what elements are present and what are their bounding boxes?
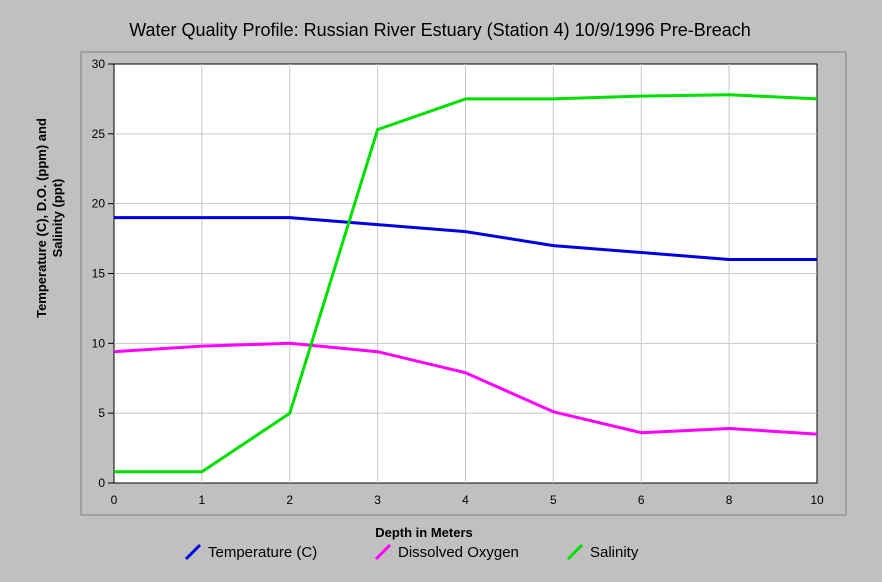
x-axis-title: Depth in Meters: [375, 525, 473, 540]
y-tick-label: 5: [98, 406, 105, 420]
y-axis-title-line1: Temperature (C), D.O. (ppm) and: [34, 118, 49, 318]
x-tick-label: 3: [374, 493, 381, 507]
y-tick-label: 10: [92, 336, 106, 350]
x-tick-label: 1: [199, 493, 206, 507]
chart-title: Water Quality Profile: Russian River Est…: [129, 20, 751, 40]
y-tick-label: 0: [98, 476, 105, 490]
series-lines: [113, 93, 818, 474]
y-tick-label: 20: [92, 197, 106, 211]
y-tick-label: 30: [92, 57, 106, 71]
y-tick-label: 15: [92, 267, 106, 281]
legend-swatch: [184, 543, 202, 561]
legend-swatch: [374, 543, 392, 561]
x-tick-label: 5: [550, 493, 557, 507]
x-tick-label: 4: [462, 493, 469, 507]
series-line-2: [114, 93, 818, 474]
legend-swatch: [566, 543, 584, 561]
legend-label: Dissolved Oxygen: [398, 544, 519, 561]
axis-ticks: 0 1 2 3 4 5 6 8 10 0 5 10 15 20 25 30: [92, 57, 824, 507]
x-tick-label: 8: [726, 493, 733, 507]
x-tick-label: 0: [111, 493, 118, 507]
x-tick-label: 10: [810, 493, 824, 507]
legend-label: Temperature (C): [208, 544, 317, 561]
y-axis-title-line2: Salinity (ppt): [50, 179, 65, 258]
legend: Temperature (C) Dissolved Oxygen Salinity: [184, 543, 639, 561]
x-tick-label: 6: [638, 493, 645, 507]
legend-label: Salinity: [590, 544, 639, 561]
y-tick-label: 25: [92, 127, 106, 141]
series-line-1: [113, 341, 818, 436]
series-line-0: [114, 216, 817, 261]
x-tick-label: 2: [286, 493, 293, 507]
y-axis-title: Temperature (C), D.O. (ppm) and Salinity…: [34, 118, 65, 318]
